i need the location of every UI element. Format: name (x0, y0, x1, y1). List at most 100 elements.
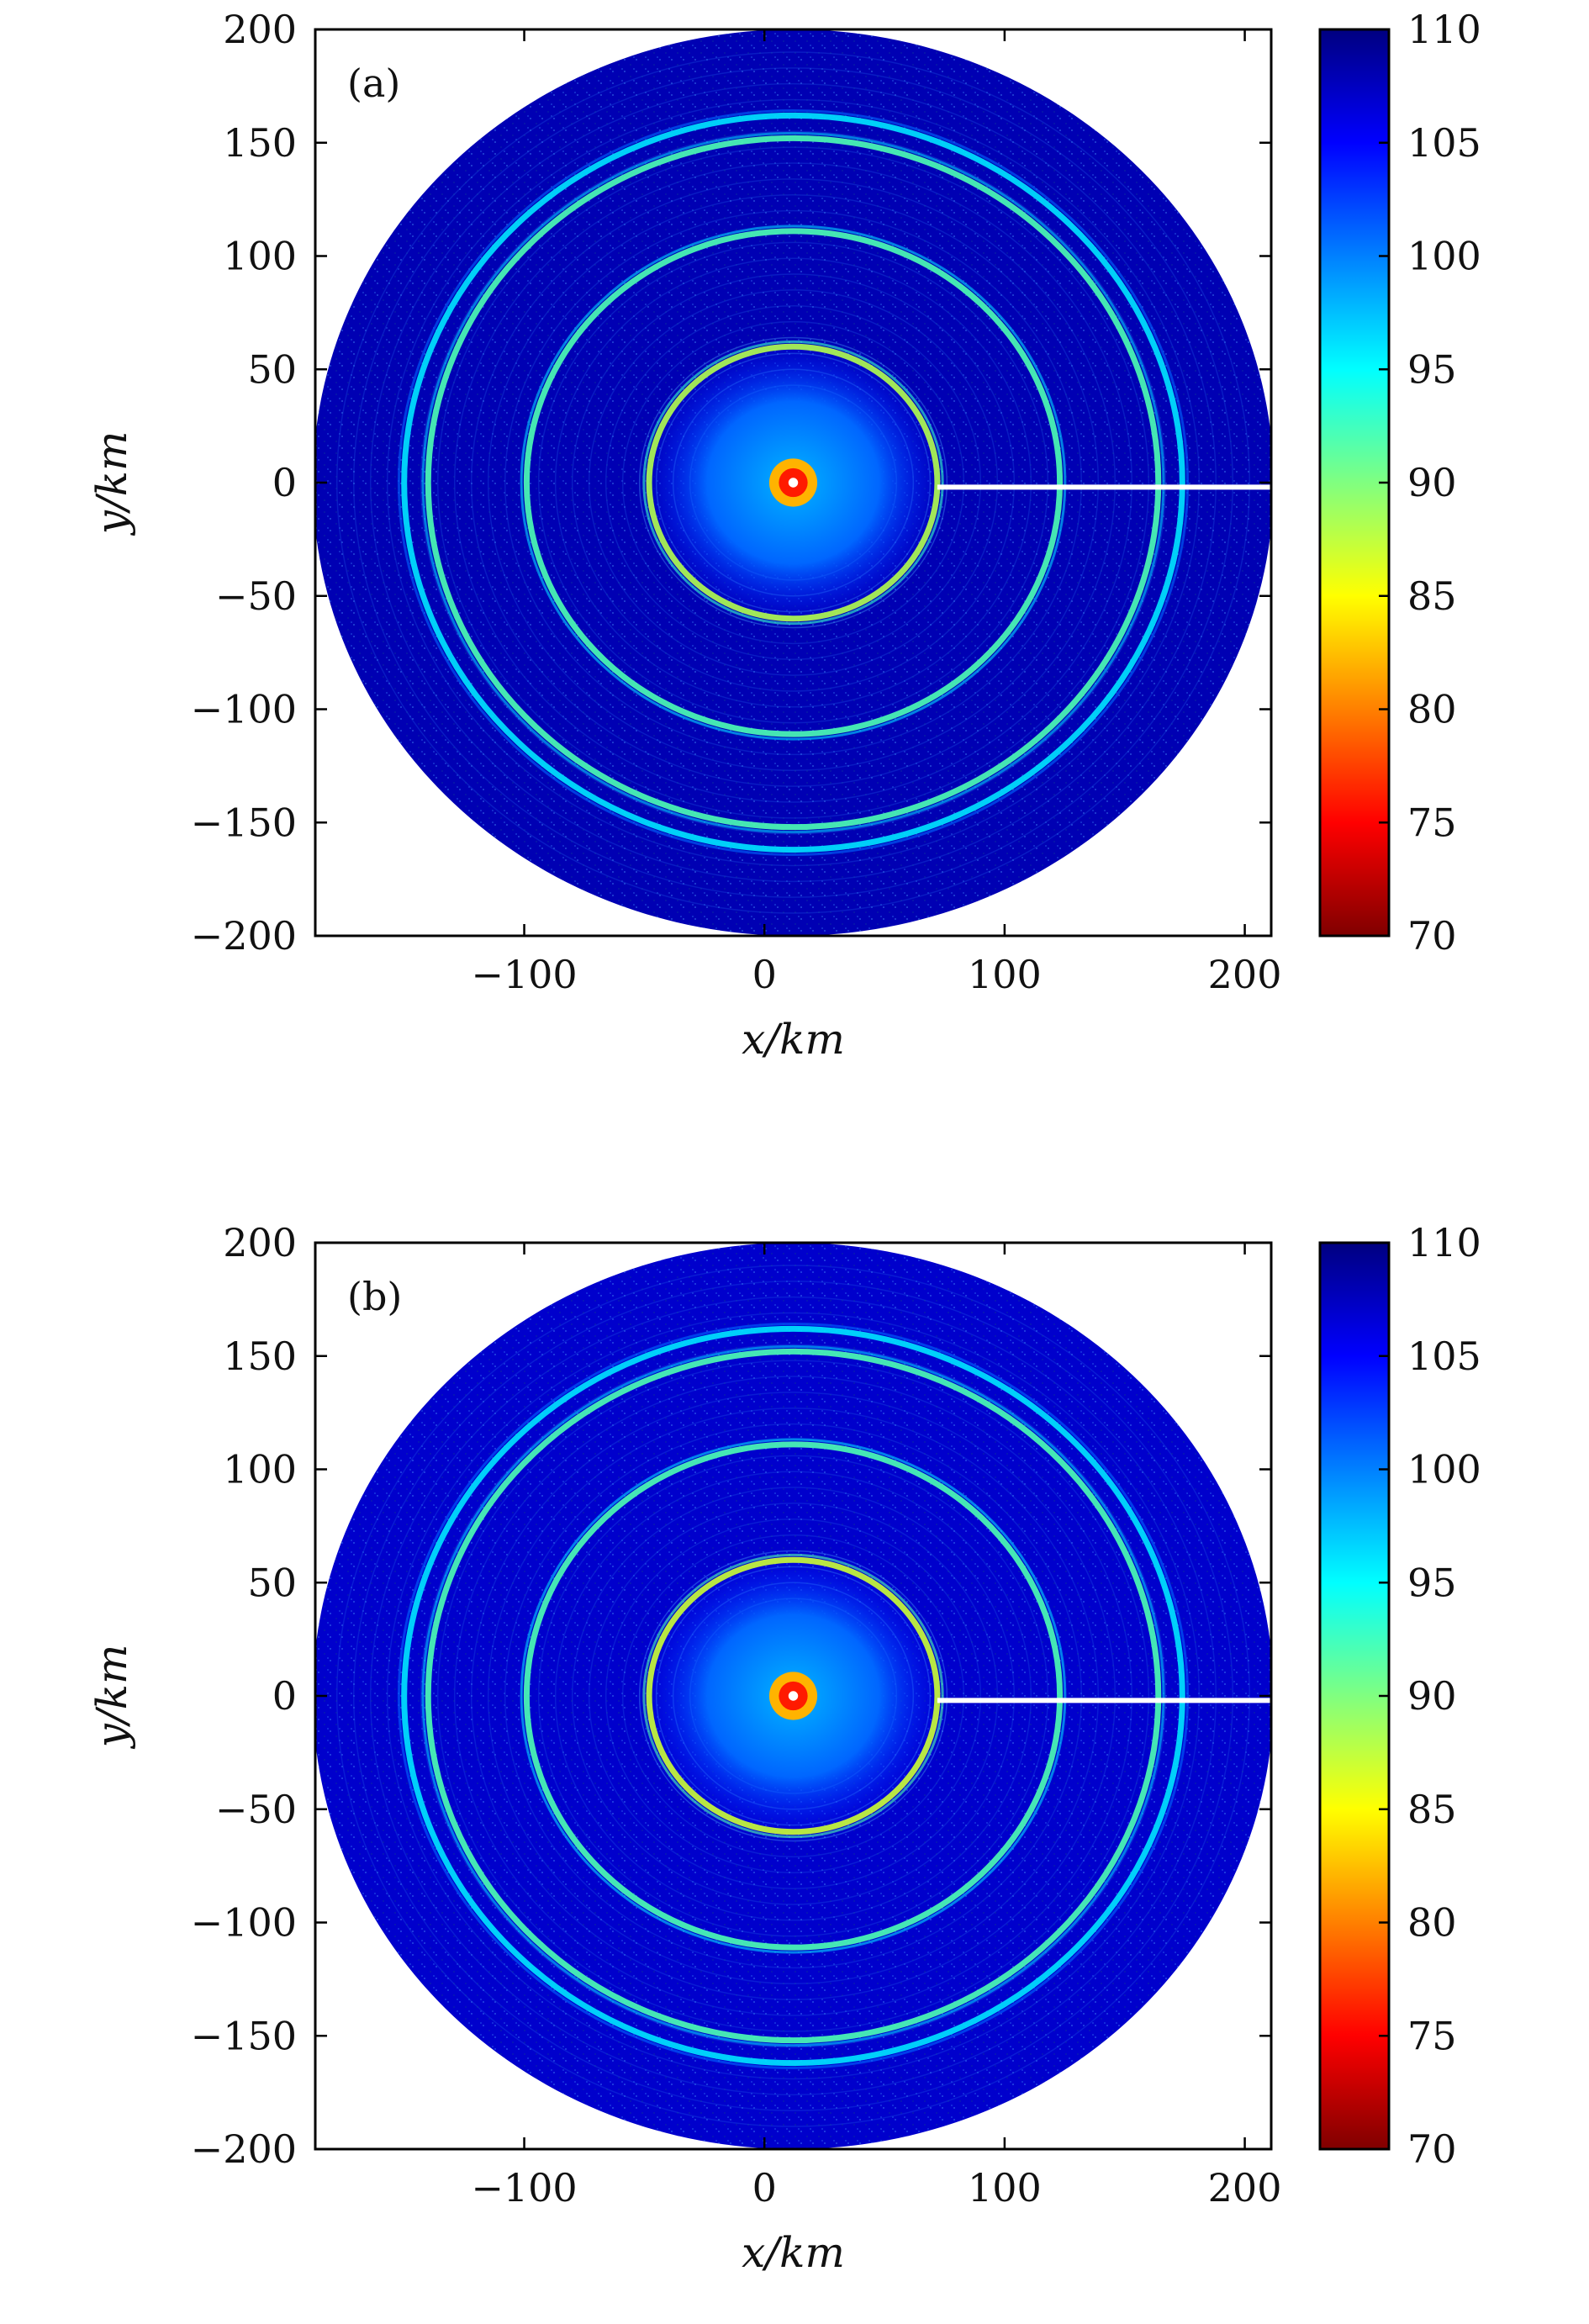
colorbar-tick-label: 90 (1407, 1673, 1457, 1719)
panel-label: (a) (347, 61, 400, 106)
y-tick-label: 100 (223, 234, 297, 279)
ring-halo-1 (520, 1438, 1067, 1954)
colorbar-tick-label: 95 (1407, 346, 1457, 392)
y-tick-label: 50 (247, 346, 297, 392)
ring-halo-0 (642, 1553, 944, 1839)
faint-ring (335, 1265, 1251, 2127)
colorbar-tick-label: 70 (1407, 2126, 1457, 2172)
faint-ring (571, 1487, 1016, 1905)
x-tick-label: 0 (752, 952, 777, 997)
faint-ring (420, 1344, 1167, 2048)
x-tick-label: 200 (1208, 952, 1282, 997)
y-tick-label: −150 (191, 2013, 297, 2058)
ring-halo-1 (520, 224, 1067, 741)
y-tick-label: −200 (191, 2126, 297, 2172)
y-axis-label: y/km (87, 1645, 136, 1750)
y-tick-label: 100 (223, 1447, 297, 1492)
colorbar-tick-label: 105 (1407, 1334, 1481, 1379)
colorbar-tick-label: 80 (1407, 687, 1457, 732)
faint-ring (352, 67, 1234, 898)
source-center (788, 478, 799, 488)
x-tick-label: 100 (968, 2165, 1042, 2210)
colorbar-tick-label: 80 (1407, 1900, 1457, 1946)
faint-ring (621, 320, 965, 645)
faint-ring (470, 1392, 1117, 2000)
x-axis-label: x/km (742, 2228, 845, 2277)
y-tick-label: −100 (191, 687, 297, 732)
y-tick-label: −200 (191, 913, 297, 959)
x-tick-label: 0 (752, 2165, 777, 2210)
faint-ring (621, 1534, 965, 1858)
colorbar-tick-label: 110 (1407, 1220, 1481, 1265)
y-tick-label: 200 (223, 1220, 297, 1265)
x-tick-label: −100 (471, 952, 577, 997)
faint-ring (604, 1519, 982, 1873)
ring-halo-3 (397, 1322, 1190, 2070)
faint-ring (504, 1423, 1083, 1969)
faint-ring (504, 209, 1083, 756)
ring-halo-0 (642, 340, 944, 626)
y-axis-label: y/km (87, 431, 136, 536)
colorbar-tick-label: 105 (1407, 120, 1481, 166)
heatmap-field (315, 29, 1271, 936)
faint-ring (571, 273, 1016, 692)
colorbar-tick-label: 95 (1407, 1560, 1457, 1605)
faint-ring (604, 305, 982, 660)
y-tick-label: −100 (191, 1900, 297, 1946)
x-tick-label: −100 (471, 2165, 577, 2210)
colorbar (1318, 28, 1391, 938)
faint-ring (386, 98, 1201, 867)
colorbar-tick-label: 75 (1407, 800, 1457, 845)
x-tick-label: 100 (968, 952, 1042, 997)
faint-ring (470, 178, 1117, 787)
panel-a: −200 −150 −100 −50 0 50 100 150 200 −100 0 100 200 x/… (87, 7, 1481, 1064)
faint-ring (436, 146, 1150, 819)
colorbar-tick-label: 100 (1407, 234, 1481, 279)
faint-ring (335, 51, 1251, 914)
colorbar-tick-label: 85 (1407, 573, 1457, 619)
y-tick-label: −150 (191, 800, 297, 845)
faint-ring (487, 1407, 1100, 1985)
y-tick-label: 50 (247, 1560, 297, 1605)
y-tick-label: −50 (215, 1787, 297, 1832)
x-axis-label: x/km (742, 1015, 845, 1064)
faint-ring (453, 162, 1133, 803)
faint-ring (537, 241, 1049, 724)
colorbar-tick-label: 100 (1407, 1447, 1481, 1492)
panel-label: (b) (347, 1274, 402, 1319)
colorbar (1318, 1241, 1391, 2151)
ring-0 (646, 343, 941, 622)
colorbar-tick-label: 110 (1407, 7, 1481, 52)
faint-ring (369, 82, 1217, 883)
faint-ring (453, 1376, 1133, 2016)
x-tick-label: 200 (1208, 2165, 1282, 2210)
ring-1 (523, 228, 1064, 737)
colorbar-tick-label: 85 (1407, 1787, 1457, 1832)
colorbar-tick-label: 75 (1407, 2013, 1457, 2058)
ring-halo-2 (421, 131, 1165, 834)
heatmap-field (315, 1243, 1271, 2149)
ring-halo-3 (397, 108, 1190, 857)
y-tick-label: 150 (223, 120, 297, 166)
source-center (788, 1691, 799, 1701)
colorbar-tick-label: 70 (1407, 913, 1457, 959)
faint-ring (352, 1281, 1234, 2111)
ring-2 (425, 135, 1162, 831)
y-tick-label: 0 (272, 460, 297, 505)
ring-3 (401, 112, 1185, 853)
y-tick-label: −50 (215, 573, 297, 619)
faint-ring (487, 193, 1100, 772)
ring-3 (401, 1325, 1185, 2067)
faint-ring (554, 1471, 1032, 1921)
faint-ring (588, 1503, 999, 1889)
faint-ring (420, 130, 1167, 835)
panel-b: −200 −150 −100 −50 0 50 100 150 200 −100 0 100 200 x/… (87, 1220, 1481, 2277)
ring-halo-2 (421, 1344, 1165, 2047)
faint-ring (588, 289, 999, 676)
y-tick-label: 150 (223, 1334, 297, 1379)
faint-ring (386, 1312, 1201, 2080)
ring-1 (523, 1441, 1064, 1951)
faint-ring (436, 1360, 1150, 2032)
